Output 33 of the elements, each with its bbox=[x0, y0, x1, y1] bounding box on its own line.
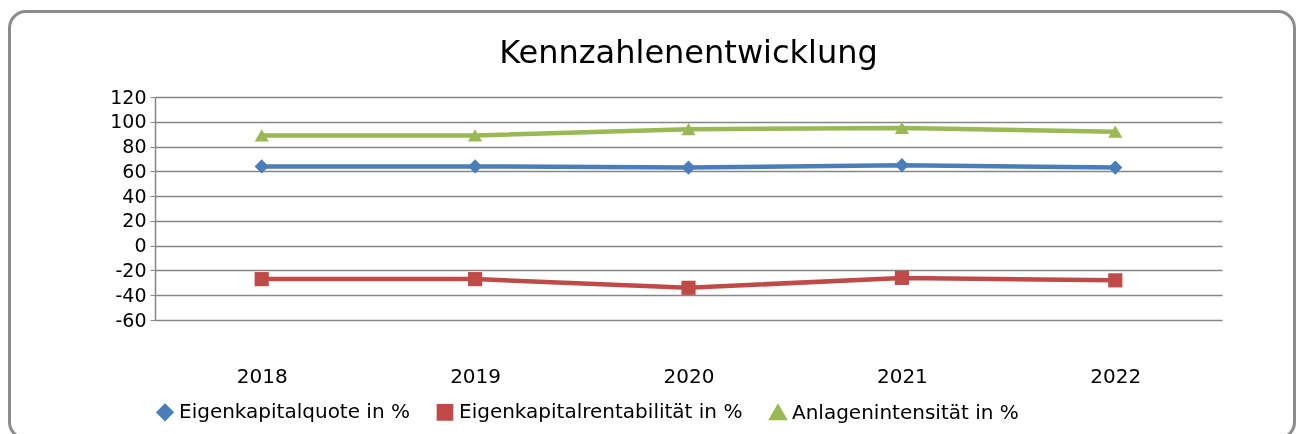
x-tick-label: 2019 bbox=[450, 363, 502, 388]
chart-title: Kennzahlenentwicklung bbox=[499, 33, 878, 71]
x-tick-label: 2021 bbox=[876, 363, 928, 388]
y-tick-label: 40 bbox=[122, 184, 147, 207]
point bbox=[468, 129, 483, 142]
y-tick-label: 0 bbox=[134, 234, 147, 257]
y-tick-label: 120 bbox=[110, 85, 147, 108]
point bbox=[254, 272, 269, 287]
y-tick-label: 20 bbox=[122, 209, 147, 232]
point bbox=[681, 160, 696, 175]
legend-label: Eigenkapitalquote in % bbox=[179, 399, 410, 424]
point bbox=[254, 159, 269, 174]
legend-label: Eigenkapitalrentabilität in % bbox=[459, 399, 743, 424]
y-tick-label: -60 bbox=[115, 308, 147, 331]
y-tick-label: 80 bbox=[122, 135, 147, 158]
y-tick-label: 60 bbox=[122, 159, 147, 182]
point bbox=[681, 280, 696, 295]
point bbox=[468, 272, 483, 287]
point bbox=[894, 270, 909, 285]
x-tick-label: 2018 bbox=[236, 363, 288, 388]
point bbox=[254, 129, 269, 142]
point bbox=[681, 123, 696, 136]
legend-label: Anlagenintensität in % bbox=[792, 399, 1019, 424]
y-tick-label: 100 bbox=[110, 110, 147, 133]
point bbox=[468, 159, 483, 174]
y-tick-label: -20 bbox=[115, 258, 147, 281]
point bbox=[1108, 160, 1123, 175]
point bbox=[1108, 273, 1123, 288]
x-tick-label: 2020 bbox=[663, 363, 715, 388]
point bbox=[1108, 125, 1123, 138]
point bbox=[894, 121, 909, 135]
y-tick-label: -40 bbox=[115, 283, 147, 306]
x-tick-label: 2022 bbox=[1090, 363, 1142, 388]
